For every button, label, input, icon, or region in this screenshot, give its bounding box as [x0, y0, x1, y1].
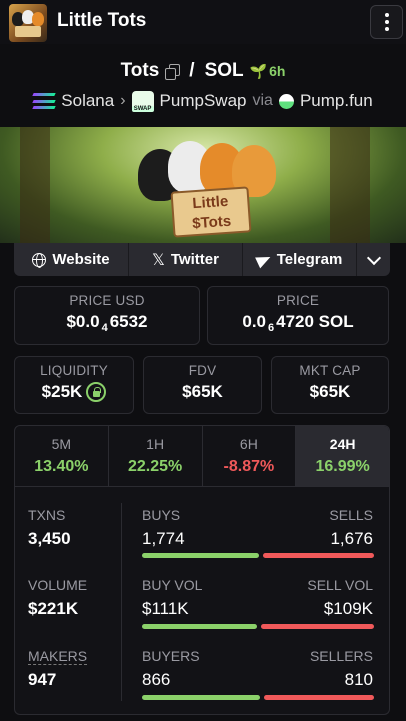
pair-age-badge: 🌱 6h: [250, 63, 286, 80]
chevron-down-icon: [366, 250, 381, 265]
x-icon: 𝕏: [152, 251, 165, 269]
tab-1h[interactable]: 1H 22.25%: [109, 426, 203, 486]
mktcap-card: MKT CAP $65K: [271, 356, 389, 414]
buyers-bar: [142, 695, 260, 700]
launchpad-link[interactable]: Pump.fun: [299, 91, 373, 110]
sells-bar: [263, 553, 374, 558]
buyers-value: 866: [142, 670, 171, 689]
sprout-icon: 🌱: [249, 62, 268, 79]
buyers-label: BUYERS: [142, 648, 200, 664]
copy-icon[interactable]: [165, 64, 181, 80]
buy-vol-bar: [142, 624, 257, 629]
chevron-right-icon: ›: [120, 92, 126, 109]
base-symbol: Tots: [120, 60, 160, 81]
mktcap-label: MKT CAP: [299, 363, 361, 378]
social-links: Website 𝕏 Twitter Telegram: [14, 243, 390, 276]
sell-vol-label: SELL VOL: [307, 577, 373, 593]
volume-value: $221K: [28, 599, 79, 618]
price-usd-label: PRICE USD: [69, 293, 145, 308]
fdv-card: FDV $65K: [143, 356, 262, 414]
dot-icon: [384, 27, 389, 31]
pumpfun-icon: [275, 90, 298, 112]
banner-sign: Little $Tots: [170, 186, 252, 238]
sells-label: SELLS: [329, 507, 373, 523]
sell-vol-bar: [261, 624, 374, 629]
timeframe-tabs: 5M 13.40% 1H 22.25% 6H -8.87% 24H 16.99%: [14, 425, 390, 487]
dot-icon: [384, 13, 389, 17]
sellers-value: 810: [344, 670, 373, 689]
chain-breadcrumb: Solana › PumpSwap via Pump.fun: [0, 89, 406, 113]
tab-6h[interactable]: 6H -8.87%: [203, 426, 297, 486]
pair-separator: /: [189, 60, 195, 81]
makers-value: 947: [28, 670, 57, 689]
fdv-value: $65K: [182, 382, 223, 401]
price-native-label: PRICE: [276, 293, 320, 308]
price-usd-card: PRICE USD $0.0 4 6532: [14, 286, 200, 345]
sells-value: 1,676: [330, 529, 373, 548]
quote-symbol: SOL: [204, 60, 244, 81]
volume-label: VOLUME: [28, 577, 88, 593]
dot-icon: [384, 20, 389, 24]
buy-vol-value: $111K: [142, 599, 189, 618]
txns-value: 3,450: [28, 529, 71, 548]
price-native-card: PRICE 0.0 6 4720 SOL: [207, 286, 389, 345]
telegram-button[interactable]: Telegram: [243, 243, 357, 276]
tab-24h[interactable]: 24H 16.99%: [296, 426, 389, 486]
website-button[interactable]: Website: [14, 243, 129, 276]
txns-label: TXNS: [28, 507, 66, 523]
token-name: Little Tots: [57, 10, 147, 31]
solana-icon: [32, 93, 56, 109]
fdv-label: FDV: [188, 363, 217, 378]
trading-stats: TXNS 3,450 VOLUME $221K MAKERS 947 BUYS …: [14, 487, 390, 715]
telegram-icon: [254, 251, 273, 268]
buys-value: 1,774: [142, 529, 185, 548]
stats-divider: [121, 503, 122, 701]
price-native-value: 0.0 6 4720 SOL: [242, 312, 354, 335]
sellers-bar: [264, 695, 374, 700]
pair-title: Tots / SOL 🌱 6h: [0, 60, 406, 86]
top-bar: Little Tots: [0, 0, 406, 44]
dex-link[interactable]: PumpSwap: [159, 91, 247, 110]
liquidity-label: LIQUIDITY: [40, 363, 108, 378]
twitter-button[interactable]: 𝕏 Twitter: [129, 243, 243, 276]
buys-bar: [142, 553, 259, 558]
pumpswap-icon: [131, 91, 154, 112]
chain-link[interactable]: Solana: [61, 91, 115, 110]
price-usd-value: $0.0 4 6532: [66, 312, 148, 335]
globe-icon: [32, 252, 47, 268]
pair-age: 6h: [269, 63, 286, 79]
more-links-button[interactable]: [357, 243, 390, 276]
lock-icon[interactable]: [86, 382, 107, 402]
makers-label[interactable]: MAKERS: [28, 648, 88, 665]
via-label: via: [252, 92, 273, 109]
liquidity-value: $25K: [15, 382, 133, 402]
tab-5m[interactable]: 5M 13.40%: [15, 426, 109, 486]
mktcap-value: $65K: [309, 382, 351, 401]
token-banner: Little $Tots: [0, 127, 406, 243]
sell-vol-value: $109K: [323, 599, 373, 618]
token-logo: [9, 4, 47, 42]
buys-label: BUYS: [142, 507, 181, 523]
sellers-label: SELLERS: [309, 648, 373, 664]
buy-vol-label: BUY VOL: [142, 577, 203, 593]
more-menu-button[interactable]: [370, 5, 403, 39]
liquidity-card: LIQUIDITY $25K: [14, 356, 134, 414]
